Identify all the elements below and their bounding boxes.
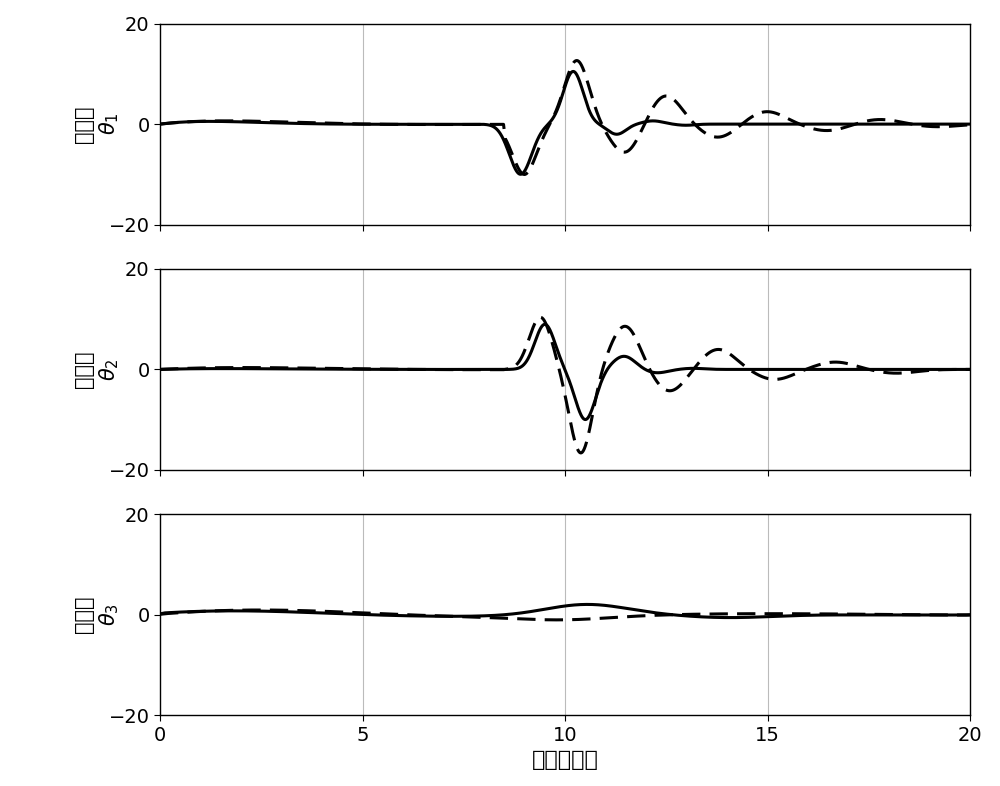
Y-axis label: （度）
$\theta_2$: （度） $\theta_2$ [74, 351, 121, 388]
Y-axis label: （度）
$\theta_1$: （度） $\theta_1$ [74, 105, 121, 143]
Y-axis label: （度）
$\theta_3$: （度） $\theta_3$ [74, 596, 121, 634]
X-axis label: 时间（秒）: 时间（秒） [532, 750, 598, 770]
